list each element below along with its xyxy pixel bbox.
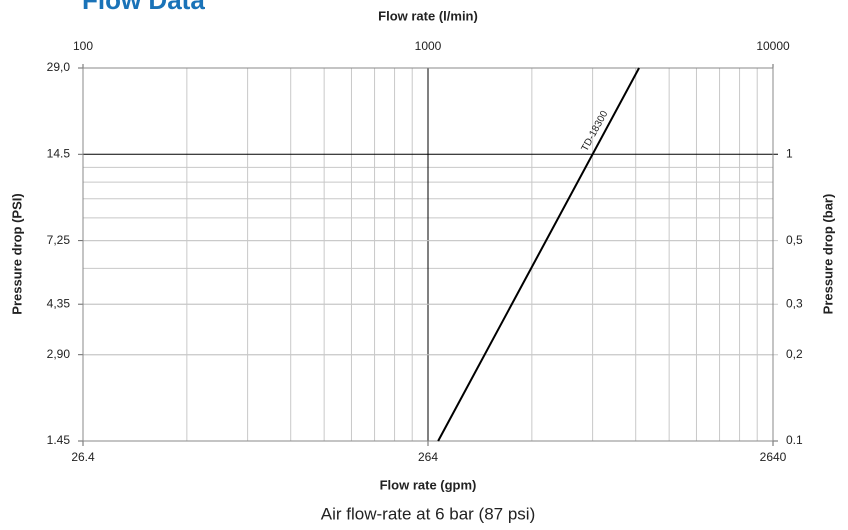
y-tick-label: 4,35 [47, 296, 71, 310]
caption: Air flow-rate at 6 bar (87 psi) [321, 504, 535, 523]
x-axis-title: Flow rate (gpm) [380, 477, 477, 492]
y2-tick-label: 0,5 [786, 233, 803, 247]
top-tick-label: 100 [73, 39, 93, 53]
x-tick-label: 264 [418, 450, 438, 464]
chart-title: Flow Data [82, 0, 205, 15]
top-axis-title: Flow rate (l/min) [378, 8, 478, 23]
y-tick-label: 29,0 [47, 60, 71, 74]
y2-tick-label: 0,2 [786, 347, 803, 361]
y2-tick-label: 0.1 [786, 433, 803, 447]
y2-tick-label: 0,3 [786, 296, 803, 310]
x-tick-label: 2640 [760, 450, 787, 464]
y-tick-label: 14.5 [47, 146, 71, 160]
y-tick-label: 1.45 [47, 433, 71, 447]
top-tick-label: 10000 [756, 39, 790, 53]
plot-frame [82, 67, 774, 442]
y2-axis-title: Pressure drop (bar) [820, 194, 835, 315]
y-tick-label: 7,25 [47, 233, 71, 247]
top-tick-label: 1000 [415, 39, 442, 53]
y2-tick-label: 1 [786, 146, 793, 160]
y-axis-title: Pressure drop (PSI) [9, 193, 24, 314]
series-line [437, 67, 640, 442]
y-tick-label: 2,90 [47, 347, 71, 361]
x-tick-label: 26.4 [71, 450, 95, 464]
